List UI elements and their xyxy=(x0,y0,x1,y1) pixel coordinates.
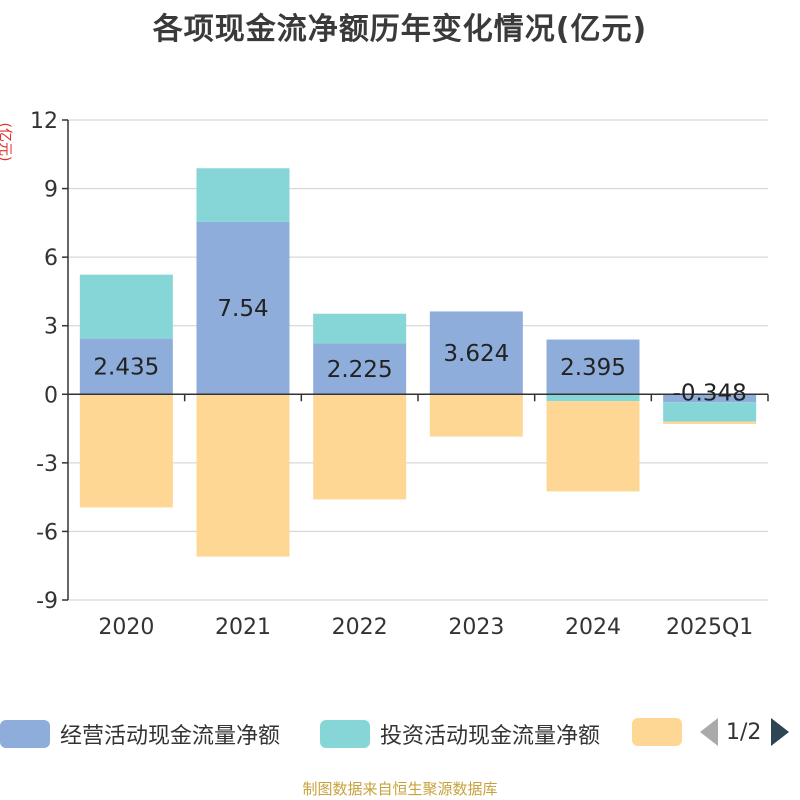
legend-next-arrow-icon[interactable] xyxy=(771,718,790,746)
bar-segment xyxy=(196,221,290,395)
bar-segment xyxy=(663,402,757,422)
bar-segment xyxy=(313,394,407,500)
y-tick-label: -9 xyxy=(36,589,58,614)
data-label: 2.225 xyxy=(327,357,393,383)
y-tick-label: -6 xyxy=(36,520,58,545)
bar-segment xyxy=(79,274,173,339)
legend-item-investing[interactable]: 投资活动现金流量净额 xyxy=(320,718,600,750)
legend-swatch-operating xyxy=(0,720,50,748)
bar-segment xyxy=(546,394,640,402)
bar-segment xyxy=(196,394,290,557)
bar-segment xyxy=(429,394,523,437)
bar-segment xyxy=(79,394,173,508)
bar-segment xyxy=(313,313,407,344)
data-label: 7.54 xyxy=(217,296,268,322)
y-tick-label: 6 xyxy=(44,246,58,271)
chart-title: 各项现金流净额历年变化情况(亿元) xyxy=(152,12,648,47)
legend-label-operating: 经营活动现金流量净额 xyxy=(60,724,281,749)
x-tick-label: 2021 xyxy=(215,615,271,640)
legend-page-indicator: 1/2 xyxy=(726,719,762,745)
x-tick-label: 2025Q1 xyxy=(666,615,753,640)
bar-segment xyxy=(196,168,290,222)
y-tick-label: 3 xyxy=(44,315,58,340)
y-tick-label: 9 xyxy=(44,178,58,203)
legend-swatch-third-series xyxy=(632,718,682,746)
data-label: 2.435 xyxy=(93,354,159,380)
bar-segment xyxy=(79,338,173,395)
bar-segment xyxy=(546,401,640,492)
x-tick-label: 2020 xyxy=(98,615,154,640)
y-tick-label: 12 xyxy=(30,109,58,134)
legend-pager: 1/2 xyxy=(700,718,790,746)
legend-prev-arrow-icon[interactable] xyxy=(700,718,718,746)
data-label: 3.624 xyxy=(443,341,509,367)
data-label: -0.348 xyxy=(673,380,747,406)
legend-item-third-series[interactable] xyxy=(632,718,692,746)
bar-segment xyxy=(313,343,407,395)
bar-series xyxy=(79,168,757,557)
y-tick-label: -3 xyxy=(36,452,58,477)
bar-segment xyxy=(546,339,640,395)
x-tick-label: 2023 xyxy=(448,615,504,640)
axes: 12 9 6 3 0 -3 -6 -9 2020 2021 2022 2023 2024 2025Q1 xyxy=(30,109,769,640)
source-footer: 制图数据来自恒生聚源数据库 xyxy=(302,780,498,798)
legend: 经营活动现金流量净额 投资活动现金流量净额 1/2 xyxy=(0,712,800,756)
legend-label-investing: 投资活动现金流量净额 xyxy=(380,724,601,749)
grid-lines xyxy=(68,119,768,601)
data-label: 2.395 xyxy=(560,355,626,381)
bar-segment xyxy=(429,311,523,395)
stacked-bar-chart: 12 9 6 3 0 -3 -6 -9 2020 2021 2022 2023 2024 2025Q1 2… xyxy=(30,109,769,640)
x-tick-label: 2024 xyxy=(565,615,621,640)
x-tick-label: 2022 xyxy=(332,615,388,640)
legend-item-operating[interactable]: 经营活动现金流量净额 xyxy=(0,718,280,750)
y-tick-label: 0 xyxy=(44,383,58,408)
bar-segment xyxy=(663,421,757,424)
bar-segment xyxy=(663,394,757,403)
data-labels: 2.435 7.54 2.225 3.624 2.395 -0.348 xyxy=(93,296,746,406)
legend-swatch-investing xyxy=(320,720,370,748)
